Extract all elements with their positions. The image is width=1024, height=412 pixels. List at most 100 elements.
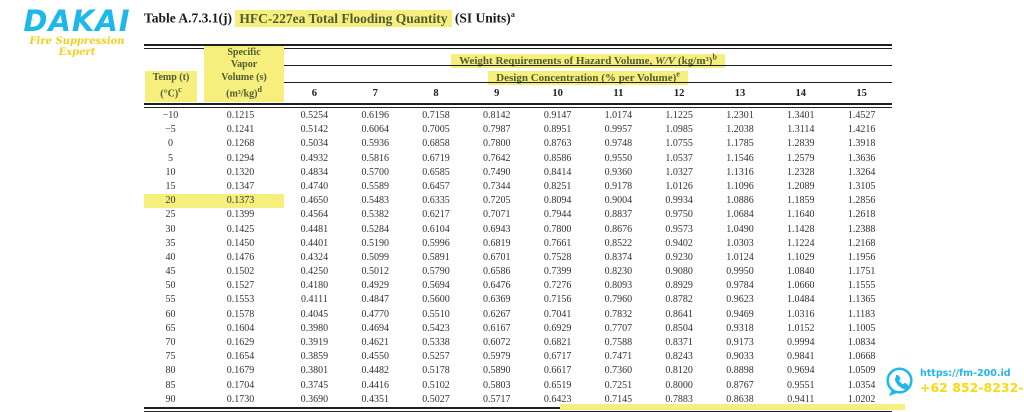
table-value-cell: 0.4180	[300, 280, 329, 292]
table-value-cell: 0.6585	[422, 166, 450, 178]
table-value-cell: 1.0316	[787, 308, 815, 320]
table-value-cell: 0.6369	[483, 294, 511, 306]
table-value-cell: 0.5803	[483, 379, 511, 391]
table-value-cell: 0.6457	[422, 180, 450, 192]
table-value-cell: 0.7800	[543, 223, 572, 235]
table-value-cell: 0.6064	[361, 124, 389, 136]
table-value-cell: 0.9469	[726, 308, 754, 320]
table-value-cell: 0.5891	[422, 251, 450, 263]
contact-badge: https://fm-200.id +62 852-8232-8117	[882, 364, 1024, 399]
table-value-cell: 0.5700	[361, 166, 389, 178]
table-value-cell: 0.5979	[483, 351, 511, 363]
table-row: 60 0.1578 0.4045 0.4770 0.5510 0.6267 0.7041…	[144, 308, 892, 322]
table-value-cell: 0.7471	[604, 351, 633, 363]
table-value-cell: 0.9004	[604, 195, 633, 207]
concentration-column-label: 6	[311, 87, 318, 99]
table-value-cell: 0.4550	[361, 351, 389, 363]
temp-cell: 85	[165, 379, 176, 391]
table-value-cell: 1.3264	[847, 166, 876, 178]
concentration-values-row: 6 7 8 9 10 11 12 13 14 15	[284, 83, 892, 103]
table-value-cell: 0.4045	[300, 308, 329, 320]
table-value-cell: 0.8638	[726, 393, 754, 405]
table-value-cell: 0.7360	[604, 365, 633, 377]
table-value-cell: 0.9950	[726, 266, 754, 278]
table-value-cell: 0.9360	[604, 166, 633, 178]
table-value-cell: 0.6217	[422, 209, 450, 221]
table-value-cell: 1.4527	[847, 110, 876, 121]
vapor-footnote-marker: d	[257, 85, 262, 95]
temp-cell: 35	[165, 237, 176, 249]
vapor-volume-cell: 0.1704	[226, 379, 255, 391]
contact-phone-link[interactable]: +62 852-8232-8117	[920, 380, 1024, 395]
table-value-cell: 0.4770	[361, 308, 389, 320]
temp-cell: 10	[165, 166, 176, 178]
table-value-cell: 0.9957	[604, 124, 633, 136]
table-value-cell: 1.0126	[665, 180, 693, 192]
table-value-cell: 0.6335	[422, 195, 450, 207]
table-value-cell: 0.5936	[361, 138, 389, 150]
table-value-cell: 1.2618	[847, 209, 876, 221]
table-value-cell: 0.9934	[665, 195, 693, 207]
table-value-cell: 0.5142	[300, 124, 329, 136]
table-value-cell: 0.9748	[604, 138, 633, 150]
concentration-column-label: 12	[673, 87, 685, 99]
table-value-cell: 0.8371	[665, 337, 693, 348]
table-value-cell: 0.5589	[361, 180, 389, 192]
table-row: 25 0.1399 0.4564 0.5382 0.6217 0.7071 0.7944…	[144, 208, 892, 222]
table-value-cell: 0.5790	[422, 266, 450, 278]
temp-cell: 70	[165, 337, 176, 348]
table-value-cell: 0.9994	[787, 337, 815, 348]
table-value-cell: 1.2168	[847, 237, 876, 249]
table-value-cell: 0.9178	[604, 180, 633, 192]
table-value-cell: 0.8951	[543, 124, 572, 136]
table-value-cell: 0.6701	[483, 251, 511, 263]
table-value-cell: 0.5338	[422, 337, 450, 348]
table-body: −10 0.1215 0.5254 0.6196 0.7158 0.8142 0.914…	[144, 109, 892, 407]
concentration-column-label: 9	[494, 87, 500, 99]
table-value-cell: 0.7344	[483, 180, 511, 192]
table-value-cell: 0.9784	[726, 280, 754, 292]
vapor-volume-cell: 0.1268	[226, 138, 255, 150]
table-value-cell: 0.3859	[300, 351, 329, 363]
contact-url-link[interactable]: https://fm-200.id	[920, 368, 1011, 379]
table-value-cell: 0.5178	[422, 365, 450, 377]
table-value-cell: 0.7156	[543, 294, 572, 306]
design-concentration-header: Design Concentration (% per Volume)e	[284, 66, 892, 85]
table-value-cell: 0.7960	[604, 294, 633, 306]
concentration-column-label: 10	[552, 87, 563, 99]
table-value-cell: 0.7071	[483, 209, 511, 221]
table-value-cell: 0.9080	[665, 266, 693, 278]
table-value-cell: 1.2579	[787, 152, 815, 164]
vapor-volume-cell: 0.1294	[226, 152, 255, 164]
vapor-volume-cell: 0.1476	[226, 251, 255, 263]
table-header: Temp (t) (°C)c Specific Vapor Volume (s)…	[144, 45, 892, 103]
vapor-volume-cell: 0.1399	[226, 209, 255, 221]
table-value-cell: 0.3690	[300, 393, 329, 405]
table-value-cell: 0.7528	[543, 251, 572, 263]
vapor-volume-column-header: Specific Vapor Volume (s) (m³/kg)d	[204, 45, 284, 102]
table-value-cell: 0.4929	[361, 280, 389, 292]
vapor-volume-cell: 0.1373	[197, 194, 284, 209]
vapor-volume-cell: 0.1629	[226, 337, 255, 348]
table-value-cell: 0.7005	[422, 124, 450, 136]
temp-cell: 50	[165, 280, 176, 292]
table-title-units: (SI Units)	[454, 10, 511, 26]
table-value-cell: 1.0684	[726, 209, 754, 221]
table-value-cell: 1.0886	[726, 195, 754, 207]
concentration-column-label: 7	[372, 87, 378, 99]
table-value-cell: 0.4834	[300, 166, 329, 178]
table-value-cell: 0.8641	[665, 308, 693, 320]
table-value-cell: 0.6072	[483, 337, 511, 348]
table-value-cell: 1.0660	[787, 280, 815, 292]
table-value-cell: 1.2301	[726, 110, 754, 121]
table-value-cell: 0.4482	[361, 365, 389, 377]
header-bottom-rule	[144, 103, 892, 108]
table-value-cell: 1.1316	[726, 166, 754, 178]
table-value-cell: 1.0834	[847, 337, 876, 348]
table-value-cell: 0.4416	[361, 379, 389, 391]
table-value-cell: 0.5012	[361, 266, 389, 278]
table-value-cell: 1.2038	[726, 124, 754, 136]
vapor-volume-cell: 0.1347	[226, 180, 255, 192]
weight-requirements-header: Weight Requirements of Hazard Volume, W/…	[284, 49, 892, 68]
table-value-cell: 0.6586	[483, 266, 511, 278]
